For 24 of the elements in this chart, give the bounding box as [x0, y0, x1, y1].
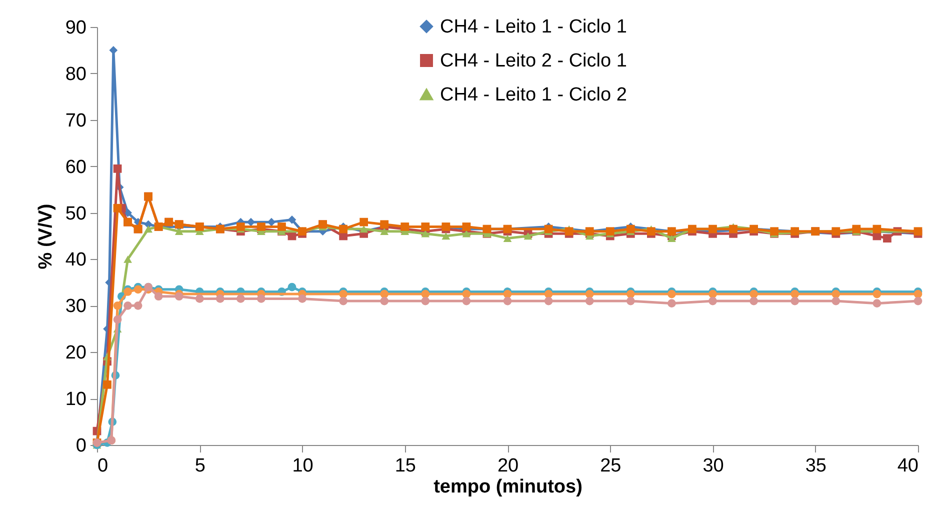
y-tick-label: 30 [65, 296, 86, 318]
legend-label: CH4 - Leito 1 - Ciclo 1 [440, 16, 627, 38]
y-tick-label: 90 [65, 18, 86, 38]
y-tick-label: 80 [65, 64, 86, 85]
y-tick-label: 60 [65, 156, 86, 178]
y-tick-label: 10 [65, 389, 86, 410]
x-tick-label: 10 [292, 456, 314, 476]
x-axis-title: tempo (minutos) [434, 476, 582, 498]
x-tick-label: 35 [805, 456, 826, 476]
legend-label: CH4 - Leito 2 - Ciclo 1 [440, 50, 627, 72]
y-tick-label: 20 [65, 342, 86, 364]
y-tick-label: 40 [65, 250, 86, 271]
legend-label: CH4 - Leito 1 - Ciclo 2 [440, 84, 627, 106]
y-axis-title: % (V/V) [35, 204, 56, 270]
x-tick-label: 25 [600, 456, 622, 476]
x-tick-label: 30 [702, 456, 724, 476]
x-tick-label: 15 [394, 456, 416, 476]
y-tick-label: 0 [76, 436, 86, 456]
y-tick-label: 50 [65, 203, 86, 224]
x-tick-label: 0 [98, 456, 108, 476]
x-tick-label: 5 [194, 456, 206, 476]
x-tick-label: 40 [897, 456, 918, 476]
x-tick-label: 20 [497, 456, 519, 476]
y-tick-label: 70 [65, 110, 86, 132]
